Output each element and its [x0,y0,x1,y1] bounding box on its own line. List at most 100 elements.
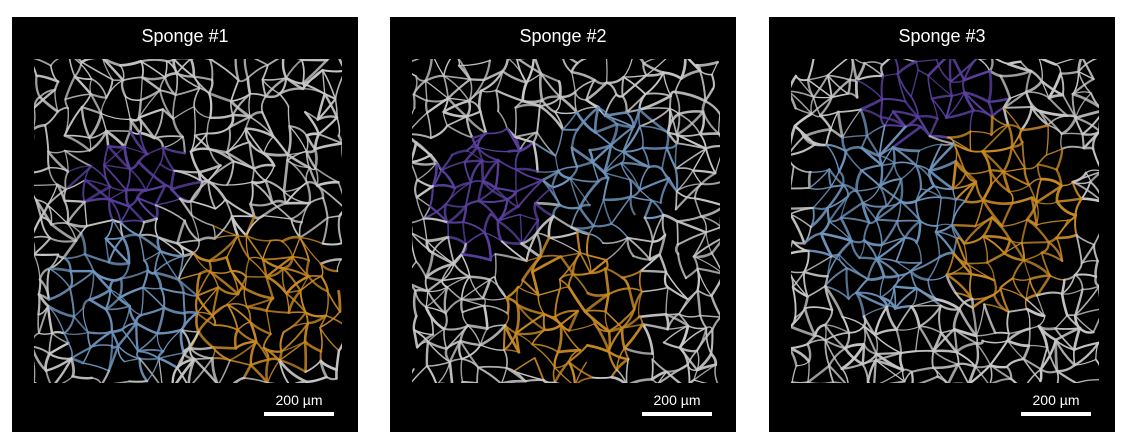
sponge-strut [440,253,463,282]
sponge-strut [154,218,159,239]
sponge-strut [986,262,995,281]
sponge-strut [981,235,1012,242]
sponge-strut [40,216,52,240]
sponge-strut [686,349,698,366]
sponge-strut [477,180,485,203]
sponge-strut [65,179,86,191]
sponge-strut [866,275,886,281]
sponge-strut [830,111,839,131]
sponge-strut [307,275,323,278]
sponge-strut [629,377,654,383]
sponge-strut [938,251,955,259]
sponge-strut [424,79,428,102]
sponge-strut [461,381,464,383]
sponge-strut [196,286,220,314]
sponge-strut [67,165,93,173]
sponge-strut [895,236,906,263]
sponge-strut [823,284,844,319]
sponge-strut [37,305,50,335]
sponge-strut [73,315,90,334]
sponge-strut [957,363,970,383]
sponge-strut [1080,197,1099,203]
sponge-strut [460,344,482,360]
sponge-strut [125,188,131,208]
sponge-strut [950,224,977,228]
sponge-strut [791,90,815,98]
sponge-strut [230,269,248,278]
sponge-strut [285,275,310,295]
sponge-strut [873,305,888,337]
sponge-strut [668,177,678,192]
sponge-strut [429,124,449,139]
sponge-strut [137,160,167,187]
sponge-strut [962,216,993,245]
sponge-strut [659,177,671,204]
sponge-strut [910,69,919,98]
sponge-strut [71,375,93,380]
sponge-strut [894,59,899,75]
sponge-strut [875,218,883,246]
sponge-strut [675,110,705,137]
sponge-strut [177,272,201,281]
sponge-strut [578,206,595,228]
sponge-strut [281,240,294,258]
sponge-strut [313,142,342,151]
sponge-strut [875,359,906,383]
sponge-strut [334,75,342,100]
sponge-strut [336,116,341,137]
sponge-strut [138,221,146,237]
scale-bar [642,412,712,416]
sponge-strut [975,303,985,337]
sponge-strut [469,276,484,299]
sponge-strut [308,197,324,205]
sponge-strut [242,363,253,380]
sponge-strut [514,303,521,335]
sponge-strut [416,162,437,181]
sponge-strut [807,360,810,383]
sponge-strut [531,329,546,346]
sponge-strut [190,200,217,210]
sponge-strut [561,111,578,131]
sponge-strut [963,235,985,245]
sponge-strut [1038,59,1057,66]
sponge-strut [67,342,73,360]
sponge-strut [140,60,166,79]
sponge-strut [622,59,633,78]
sponge-strut [213,324,239,331]
sponge-strut [304,360,322,373]
sponge-strut [674,243,680,256]
sponge-strut [1091,147,1099,168]
sponge-strut [53,80,60,91]
sponge-strut [699,314,708,329]
sponge-strut [824,309,834,326]
sponge-strut [855,61,866,82]
sponge-strut [662,71,672,97]
sponge-strut [909,269,930,282]
sponge-strut [495,89,500,113]
sponge-strut [183,219,200,242]
sponge-strut [625,358,630,383]
sponge-strut [558,95,579,114]
sponge-strut [44,352,51,373]
sponge-strut [538,104,564,131]
sponge-strut [567,309,580,332]
sponge-strut [675,142,707,150]
sponge-strut [945,272,973,276]
sponge-strut [34,166,51,174]
sponge-strut [991,106,1005,118]
sponge-strut [949,59,978,83]
sponge-strut [287,106,291,127]
sponge-strut [676,220,708,234]
sponge-strut [791,213,806,245]
sponge-strut [791,348,798,367]
sponge-strut [229,340,258,362]
sponge-strut [319,326,340,352]
sponge-strut [824,324,850,334]
sponge-strut [262,333,272,349]
sponge-strut [301,59,329,85]
sponge-strut [658,253,668,274]
sponge-strut [583,292,610,313]
sponge-strut [422,217,428,242]
sponge-strut [946,252,955,276]
sponge-strut [700,172,717,185]
